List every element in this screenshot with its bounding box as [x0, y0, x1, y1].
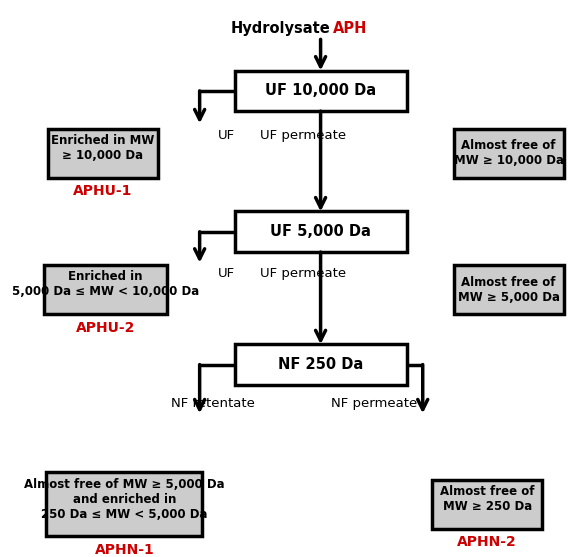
Bar — [234, 212, 407, 252]
Text: APH: APH — [333, 21, 367, 36]
Bar — [454, 129, 564, 178]
Bar — [44, 265, 168, 314]
Text: Almost free of
MW ≥ 10,000 Da: Almost free of MW ≥ 10,000 Da — [454, 139, 564, 167]
Text: UF 10,000 Da: UF 10,000 Da — [265, 84, 376, 99]
Text: UF: UF — [218, 267, 235, 280]
Text: Almost free of MW ≥ 5,000 Da
and enriched in
250 Da ≤ MW < 5,000 Da: Almost free of MW ≥ 5,000 Da and enriche… — [24, 477, 224, 520]
Text: NF permeate: NF permeate — [331, 397, 418, 410]
Text: UF: UF — [218, 129, 235, 142]
Text: Almost free of
MW ≥ 5,000 Da: Almost free of MW ≥ 5,000 Da — [458, 276, 560, 304]
Text: UF permeate: UF permeate — [260, 129, 346, 142]
Text: UF 5,000 Da: UF 5,000 Da — [270, 224, 371, 240]
Text: Enriched in
5,000 Da ≤ MW < 10,000 Da: Enriched in 5,000 Da ≤ MW < 10,000 Da — [12, 270, 199, 299]
Bar — [432, 480, 542, 529]
Bar — [234, 344, 407, 385]
Bar — [234, 71, 407, 111]
Text: APHN-1: APHN-1 — [95, 543, 154, 557]
Text: UF permeate: UF permeate — [260, 267, 346, 280]
Text: Enriched in MW
≥ 10,000 Da: Enriched in MW ≥ 10,000 Da — [51, 134, 155, 162]
Text: APHN-2: APHN-2 — [458, 535, 517, 549]
Text: NF 250 Da: NF 250 Da — [278, 357, 363, 372]
Text: Almost free of
MW ≥ 250 Da: Almost free of MW ≥ 250 Da — [440, 485, 535, 513]
Bar — [454, 265, 564, 314]
Bar — [46, 472, 202, 536]
Text: Hydrolysate: Hydrolysate — [230, 21, 330, 36]
Text: NF retentate: NF retentate — [171, 397, 255, 410]
Bar — [48, 129, 158, 178]
Text: APHU-2: APHU-2 — [76, 321, 135, 335]
Text: APHU-1: APHU-1 — [73, 184, 133, 198]
